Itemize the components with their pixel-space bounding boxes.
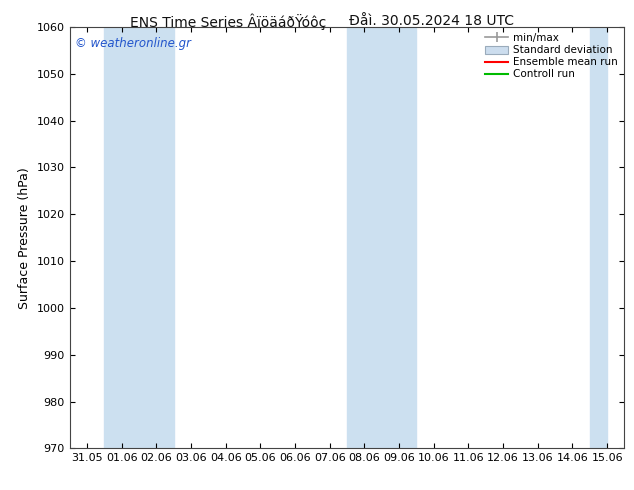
Text: Ðåì. 30.05.2024 18 UTC: Ðåì. 30.05.2024 18 UTC [349,14,514,28]
Bar [105,27,174,448]
Bar [347,27,417,448]
Bar [590,27,607,448]
Text: ENS Time Series ÂïöäáðŸóôç: ENS Time Series ÂïöäáðŸóôç [130,14,327,30]
Y-axis label: Surface Pressure (hPa): Surface Pressure (hPa) [18,167,31,309]
Text: © weatheronline.gr: © weatheronline.gr [75,38,191,50]
Legend: min/max, Standard deviation, Ensemble mean run, Controll run: min/max, Standard deviation, Ensemble me… [482,30,621,83]
